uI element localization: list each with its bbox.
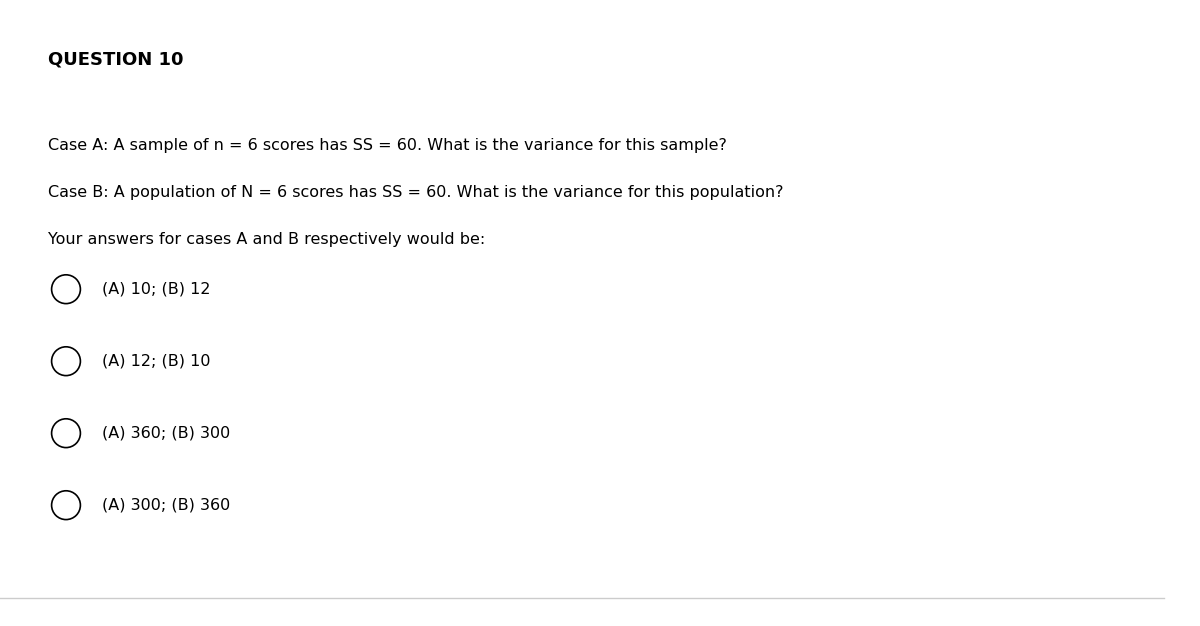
Text: (A) 360; (B) 300: (A) 360; (B) 300 <box>102 426 230 441</box>
Text: (A) 12; (B) 10: (A) 12; (B) 10 <box>102 354 210 369</box>
Text: (A) 300; (B) 360: (A) 300; (B) 360 <box>102 498 230 513</box>
Text: (A) 10; (B) 12: (A) 10; (B) 12 <box>102 282 210 297</box>
Text: Case B: A population of N = 6 scores has SS = 60. What is the variance for this : Case B: A population of N = 6 scores has… <box>48 185 784 200</box>
Text: Your answers for cases A and B respectively would be:: Your answers for cases A and B respectiv… <box>48 232 485 247</box>
Text: QUESTION 10: QUESTION 10 <box>48 50 184 68</box>
Text: Case A: A sample of n = 6 scores has SS = 60. What is the variance for this samp: Case A: A sample of n = 6 scores has SS … <box>48 138 727 153</box>
